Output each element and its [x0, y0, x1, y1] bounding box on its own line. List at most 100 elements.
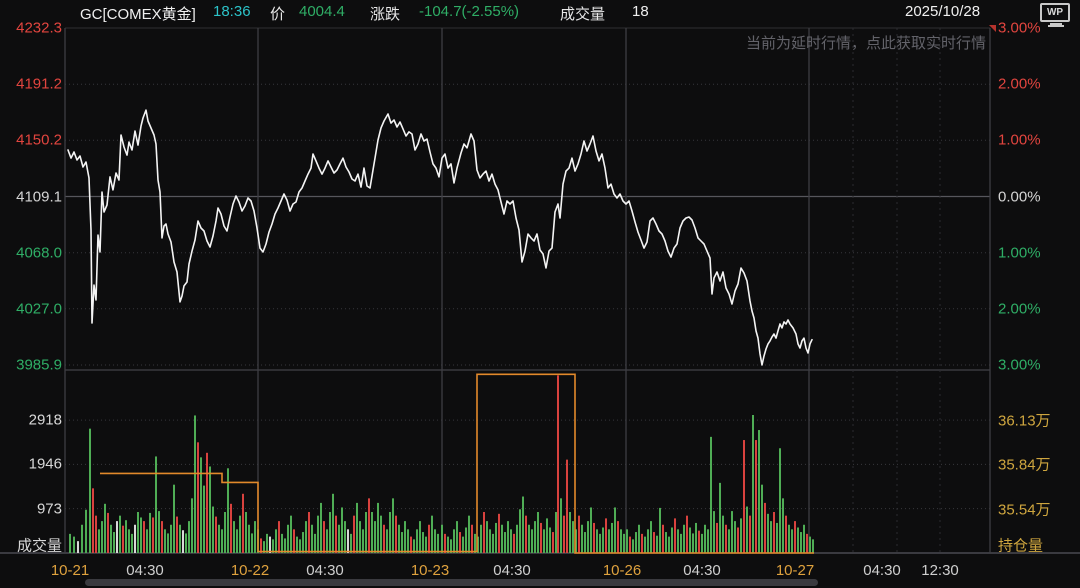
volume-bar: [540, 522, 542, 553]
volume-bar: [275, 529, 277, 553]
volume-bar: [149, 512, 151, 553]
volume-bar: [287, 524, 289, 553]
volume-bar: [341, 507, 343, 553]
x-axis-time-label: 04:30: [863, 562, 901, 579]
volume-bar: [176, 516, 178, 553]
volume-bar: [254, 521, 256, 553]
volume-bar: [311, 524, 313, 553]
volume-bar: [662, 524, 664, 553]
volume-bar: [525, 515, 527, 553]
wp-logo-text: WP: [1040, 3, 1070, 22]
volume-bar: [773, 512, 775, 553]
volume-bar: [740, 518, 742, 553]
volume-bar: [89, 428, 91, 553]
volume-bar: [686, 515, 688, 553]
volume-bar: [362, 529, 364, 553]
volume-bar: [380, 515, 382, 553]
quote-header: GC[COMEX黄金] 18:36 价 4004.4 涨跌 -104.7(-2.…: [0, 0, 1080, 26]
volume-bar: [665, 532, 667, 553]
volume-bar: [218, 524, 220, 553]
volume-bar: [498, 513, 500, 553]
volume-bar: [278, 521, 280, 553]
volume-bar: [794, 521, 796, 553]
volume-bar: [668, 536, 670, 553]
volume-bar: [746, 506, 748, 553]
volume-bar: [632, 539, 634, 553]
volume-bar: [122, 525, 124, 553]
volume-bar: [173, 484, 175, 553]
volume-bar: [392, 498, 394, 553]
volume-bar: [477, 536, 479, 553]
quote-date: 2025/10/28: [905, 3, 981, 20]
volume-bar: [528, 524, 530, 553]
volume-bar: [698, 530, 700, 553]
open-interest-line: [100, 373, 814, 554]
volume-bar: [164, 529, 166, 553]
percent-tick-label: 3.00%: [998, 356, 1041, 374]
volume-bar: [456, 521, 458, 553]
volume-bar: [534, 521, 536, 553]
change-value: -104.7(-2.55%): [419, 3, 520, 20]
volume-bar: [227, 468, 229, 553]
volume-bar: [401, 532, 403, 553]
volume-bar: [797, 527, 799, 553]
volume-bar: [704, 524, 706, 553]
wp-logo-stand: [1050, 23, 1062, 25]
volume-panel-title: 成交量: [16, 537, 62, 555]
volume-bar: [293, 529, 295, 553]
volume-bar: [407, 529, 409, 553]
volume-bar: [731, 511, 733, 553]
volume-bar: [486, 521, 488, 553]
symbol-name: GC[COMEX黄金]: [80, 6, 196, 23]
x-axis-date-label: 10-26: [602, 562, 642, 579]
volume-bar: [69, 533, 71, 553]
volume-bar: [659, 507, 661, 553]
volume-bar: [581, 524, 583, 553]
volume-bar: [785, 515, 787, 553]
percent-tick-label: 3.00%: [998, 19, 1041, 37]
volume-bar: [474, 533, 476, 553]
x-axis-time-label: 04:30: [683, 562, 721, 579]
x-axis-time-label: 12:30: [921, 562, 959, 579]
volume-bar: [812, 539, 814, 553]
volume-bar: [332, 493, 334, 553]
wp-monitor-logo-icon[interactable]: WP: [1040, 3, 1072, 27]
volume-bar: [608, 529, 610, 553]
x-axis-time-label: 04:30: [306, 562, 344, 579]
volume-bar: [128, 529, 130, 553]
volume-bar: [269, 536, 271, 553]
volume-bar: [806, 533, 808, 553]
volume-bar: [272, 539, 274, 553]
volume-bar: [209, 466, 211, 553]
percent-tick-label: 2.00%: [998, 75, 1041, 93]
volume-bar: [158, 511, 160, 553]
volume-bar: [314, 533, 316, 553]
volume-tick-label: 973: [36, 500, 62, 518]
price-line: [67, 109, 813, 366]
volume-bar: [462, 536, 464, 553]
volume-bar: [495, 522, 497, 553]
volume-bar: [620, 529, 622, 553]
volume-bar: [743, 440, 745, 553]
volume-bar: [104, 503, 106, 553]
volume-bar: [422, 532, 424, 553]
volume-bar: [447, 536, 449, 553]
volume-bar: [653, 532, 655, 553]
volume-bar: [779, 448, 781, 553]
volume-bar: [566, 459, 568, 553]
price-tick-label: 4109.1: [16, 188, 62, 205]
volume-bar: [326, 529, 328, 553]
price-tick-label: 4068.0: [16, 244, 62, 262]
volume-bar: [434, 529, 436, 553]
volume-bar: [320, 502, 322, 553]
volume-bar: [155, 456, 157, 553]
volume-bar: [179, 524, 181, 553]
volume-bar: [453, 529, 455, 553]
volume-bar: [140, 517, 142, 553]
percent-tick-label: 1.00%: [998, 131, 1041, 149]
scrollbar-thumb[interactable]: [85, 579, 818, 586]
volume-bar: [182, 530, 184, 553]
delayed-quote-link[interactable]: 当前为延时行情，点此获取实时行情: [745, 35, 986, 52]
volume-bar: [617, 521, 619, 553]
